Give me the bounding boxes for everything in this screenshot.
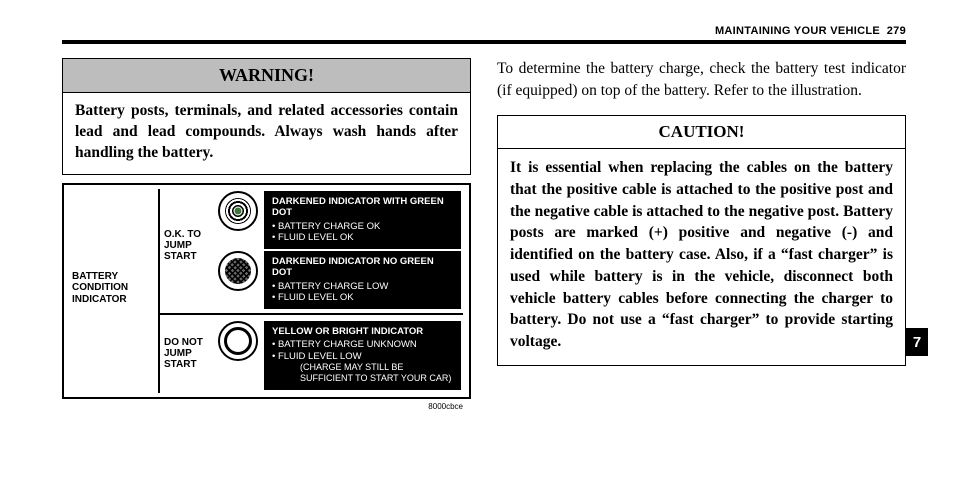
indicator-1-desc: DARKENED INDICATOR WITH GREEN DOT BATTER… [264, 191, 461, 250]
indicator-3-b1: BATTERY CHARGE UNKNOWN [272, 339, 453, 350]
figure-vline [158, 189, 160, 393]
intro-paragraph: To determine the battery charge, check t… [497, 58, 906, 101]
manual-page: MAINTAINING YOUR VEHICLE 279 7 WARNING! … [0, 0, 954, 500]
battery-indicator-figure: BATTERYCONDITIONINDICATOR O.K. TOJUMPSTA… [62, 183, 471, 399]
page-header: MAINTAINING YOUR VEHICLE 279 [715, 25, 906, 37]
header-rule [62, 40, 906, 44]
warning-body: Battery posts, terminals, and related ac… [63, 93, 470, 174]
indicator-1-title: DARKENED INDICATOR WITH GREEN DOT [272, 196, 453, 219]
indicator-bright-icon [218, 321, 258, 361]
indicator-3-title: YELLOW OR BRIGHT INDICATOR [272, 326, 453, 337]
indicator-2-desc: DARKENED INDICATOR NO GREEN DOT BATTERY … [264, 251, 461, 310]
warning-box: WARNING! Battery posts, terminals, and r… [62, 58, 471, 175]
indicator-2-b1: BATTERY CHARGE LOW [272, 281, 453, 292]
do-not-jump-label: DO NOTJUMPSTART [164, 337, 219, 370]
caution-title: CAUTION! [498, 116, 905, 149]
page-number: 279 [887, 25, 906, 37]
indicator-3-desc: YELLOW OR BRIGHT INDICATOR BATTERY CHARG… [264, 321, 461, 390]
chapter-tab: 7 [906, 328, 928, 356]
caution-box: CAUTION! It is essential when replacing … [497, 115, 906, 365]
indicator-3-sub: (CHARGE MAY STILL BESUFFICIENT TO START … [272, 362, 453, 384]
figure-reference: 8000cbce [428, 402, 463, 411]
caution-body: It is essential when replacing the cable… [498, 149, 905, 364]
ok-to-jump-label: O.K. TOJUMPSTART [164, 229, 219, 262]
indicator-3-b2: FLUID LEVEL LOW [272, 351, 453, 362]
indicator-1-b1: BATTERY CHARGE OK [272, 221, 453, 232]
figure-main-label: BATTERYCONDITIONINDICATOR [72, 271, 150, 306]
left-column: WARNING! Battery posts, terminals, and r… [62, 58, 471, 399]
indicator-2-b2: FLUID LEVEL OK [272, 292, 453, 303]
indicator-1-b2: FLUID LEVEL OK [272, 232, 453, 243]
section-title: MAINTAINING YOUR VEHICLE [715, 25, 880, 37]
indicator-green-dot-icon [218, 191, 258, 231]
indicator-dark-icon [218, 251, 258, 291]
figure-hline [158, 313, 463, 315]
indicator-2-title: DARKENED INDICATOR NO GREEN DOT [272, 256, 453, 279]
warning-title: WARNING! [63, 59, 470, 93]
right-column: To determine the battery charge, check t… [497, 58, 906, 399]
